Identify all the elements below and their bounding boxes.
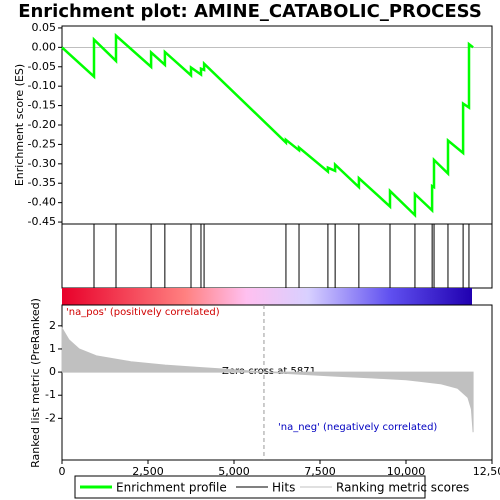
y-tick-label: -0.15 (28, 99, 56, 112)
metric-frame (61, 304, 493, 461)
chart-title: Enrichment plot: AMINE_CATABOLIC_PROCESS (18, 1, 482, 22)
x-tick-label: 10,000 (387, 465, 426, 478)
zero-annotation: Zero cross at 5871 (222, 366, 316, 377)
y-tick-label: -0.25 (28, 137, 56, 150)
y-tick-label: -0.40 (28, 196, 56, 209)
y-tick-label: -0.30 (28, 157, 56, 170)
x-tick-label: 5,000 (218, 465, 250, 478)
y-tick-label: 0 (49, 365, 56, 378)
neg-annotation: 'na_neg' (negatively correlated) (278, 422, 437, 433)
legend-entry: Ranking metric scores (336, 481, 469, 495)
y-tick-label: 1 (49, 342, 56, 355)
legend-entry: Hits (272, 481, 295, 495)
y-tick-label: -2 (45, 411, 56, 424)
pos-annotation: 'na_pos' (positively correlated) (66, 307, 220, 318)
x-tick-label: 2,500 (132, 465, 164, 478)
y-tick-label: -0.10 (28, 79, 56, 92)
metric-y-label: Ranked list metric (PreRanked) (29, 298, 42, 468)
y-tick-label: 0.05 (32, 21, 57, 34)
es-curve (61, 32, 474, 219)
y-tick-label: -0.20 (28, 118, 56, 131)
metric-area (61, 326, 474, 433)
y-tick-label: -0.45 (28, 215, 56, 228)
x-tick-label: 7,500 (304, 465, 336, 478)
y-tick-label: -1 (45, 388, 56, 401)
y-tick-label: -0.05 (28, 60, 56, 73)
color-bar (62, 288, 472, 305)
y-tick-label: 2 (49, 319, 56, 332)
x-tick-label: 12,500 (473, 465, 500, 478)
y-tick-label: 0.00 (32, 40, 57, 53)
legend-entry: Enrichment profile (116, 481, 227, 495)
x-tick-label: 0 (59, 465, 66, 478)
y-tick-label: -0.35 (28, 176, 56, 189)
es-y-label: Enrichment score (ES) (13, 64, 26, 186)
hits-frame (61, 223, 493, 289)
es-frame (61, 25, 493, 225)
